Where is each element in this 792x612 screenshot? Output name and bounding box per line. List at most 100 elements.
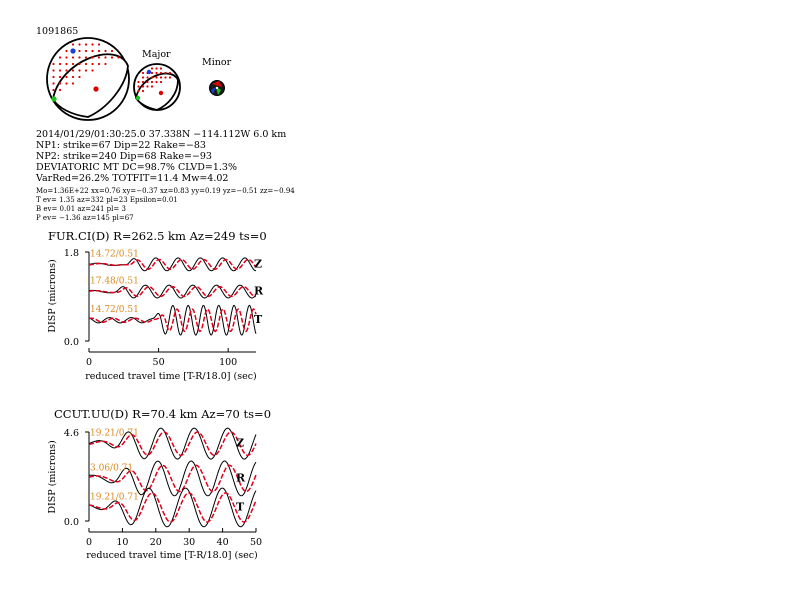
beachball-dot: [52, 75, 55, 79]
beachball-dot: [65, 56, 68, 59]
beachball-dot: [84, 69, 88, 72]
beachball-dot: [168, 76, 172, 79]
beachball-dot: [155, 71, 158, 75]
beachball-dot: [141, 76, 145, 79]
x-tick-label: 30: [183, 537, 195, 548]
beachball-major-nodal-plane: [135, 72, 179, 111]
observed-trace-t: [88, 487, 257, 528]
beachball-dot: [84, 56, 88, 59]
info-moment: Mo=1.36E+22 xx=0.76 xy=−0.37 xz=0.83 yy=…: [36, 187, 295, 195]
beachball-dot: [150, 85, 154, 88]
beachball-major-dots: [137, 67, 172, 93]
beachball-dot: [137, 89, 140, 93]
panel-fur-xlabel: reduced travel time [T-R/18.0] (sec): [85, 371, 256, 382]
beachball-dot: [137, 85, 140, 88]
solution-text: 2014/01/29/01:30:25.0 37.338N −114.112W …: [35, 129, 295, 222]
beachball-dot: [141, 85, 145, 88]
info-fit: VarRed=26.2% TOTFIT=11.4 Mw=4.02: [35, 173, 228, 184]
panel-fur-ytick-top: 1.8: [64, 248, 79, 259]
beachball-dot: [137, 80, 140, 84]
beachball-dot: [150, 71, 154, 75]
component-label: Z: [254, 257, 262, 270]
component-label: T: [236, 500, 245, 513]
panel-fur-ytick-bottom: 0.0: [64, 337, 79, 348]
beachball-dot: [78, 56, 81, 59]
beachball-dot: [97, 43, 101, 46]
beachball-dot: [78, 69, 81, 72]
beachball-major: [133, 63, 181, 111]
beachball-dot: [159, 76, 163, 79]
beachball-dot: [78, 75, 81, 79]
beachball-dot: [78, 43, 81, 46]
trace-fit-label: 14.72/0.51: [90, 249, 139, 259]
major-label: Major: [142, 49, 171, 60]
beachball-dot: [97, 62, 101, 66]
beachball-dot: [110, 56, 114, 59]
beachball-dot: [141, 71, 145, 75]
beachball-dot: [150, 80, 154, 84]
synthetic-trace-r: [88, 464, 257, 493]
beachball-dot: [52, 82, 55, 85]
beachball-dot: [58, 82, 62, 85]
beachball-major-b-axis: [135, 95, 141, 101]
beachball-dot: [159, 80, 163, 84]
observed-trace-r: [88, 460, 257, 497]
waveform-panel-ccut: CCUT.UU(D) R=70.4 km Az=70 ts=0 DISP (mi…: [47, 407, 271, 561]
x-tick-label: 50: [153, 357, 165, 368]
beachball-dot: [84, 62, 88, 66]
beachball-dot: [71, 69, 75, 72]
beachball-major-t-axis: [146, 69, 152, 75]
beachball-dot: [141, 89, 145, 93]
beachball-dot: [84, 43, 88, 46]
beachball-dot: [110, 49, 114, 53]
x-tick-label: 10: [116, 537, 128, 548]
beachball-full: [46, 37, 130, 121]
beachball-dot: [52, 88, 55, 92]
beachball-dot: [71, 62, 75, 66]
beachball-dot: [65, 62, 68, 66]
panel-ccut-xlabel: reduced travel time [T-R/18.0] (sec): [86, 550, 257, 561]
beachball-dot: [104, 49, 107, 53]
panel-ccut-ytick-bottom: 0.0: [64, 517, 79, 528]
x-tick-label: 0: [86, 537, 92, 548]
beachball-full-b-axis: [51, 96, 57, 102]
component-label: Z: [236, 437, 244, 450]
beachball-dot: [155, 67, 158, 70]
synthetic-trace-t: [88, 308, 257, 333]
beachball-dot: [71, 75, 75, 79]
x-tick-label: 100: [219, 357, 237, 368]
beachball-dot: [78, 62, 81, 66]
panel-ccut-title: CCUT.UU(D) R=70.4 km Az=70 ts=0: [54, 407, 271, 421]
panel-ccut-ylabel: DISP (microns): [47, 440, 58, 513]
beachball-dot: [150, 67, 154, 70]
beachball-dot: [155, 80, 158, 84]
beachball-full-t-axis: [70, 48, 76, 54]
waveform-panel-fur: FUR.CI(D) R=262.5 km Az=249 ts=0 DISP (m…: [47, 229, 267, 382]
beachball-minor-center: [215, 86, 219, 90]
beachball-minor-blue-lobe: [211, 87, 216, 94]
beachball-dot: [168, 71, 172, 75]
synthetic-trace-z: [88, 258, 257, 270]
beachball-dot: [155, 76, 158, 79]
beachball-minor-red-lobe: [212, 81, 222, 87]
beachball-full-p-axis: [93, 86, 99, 92]
trace-fit-label: 19.21/0.71: [90, 429, 139, 439]
component-label: T: [254, 313, 263, 326]
beachball-dot: [65, 82, 68, 85]
x-tick-label: 50: [250, 537, 262, 548]
beachball-dot: [65, 75, 68, 79]
info-origin: 2014/01/29/01:30:25.0 37.338N −114.112W …: [36, 129, 286, 140]
beachball-dot: [71, 82, 75, 85]
beachball-dot: [91, 56, 94, 59]
beachball-full-dots: [52, 43, 120, 92]
synthetic-trace-r: [88, 285, 257, 298]
panel-fur-ylabel: DISP (microns): [47, 259, 58, 332]
observed-trace-t: [88, 304, 257, 336]
beachball-dot: [84, 49, 88, 53]
observed-trace-r: [88, 284, 257, 299]
info-np2: NP2: strike=240 Dip=68 Rake=−93: [36, 151, 212, 162]
beachball-dot: [164, 76, 167, 79]
beachball-dot: [65, 69, 68, 72]
beachball-dot: [58, 69, 62, 72]
